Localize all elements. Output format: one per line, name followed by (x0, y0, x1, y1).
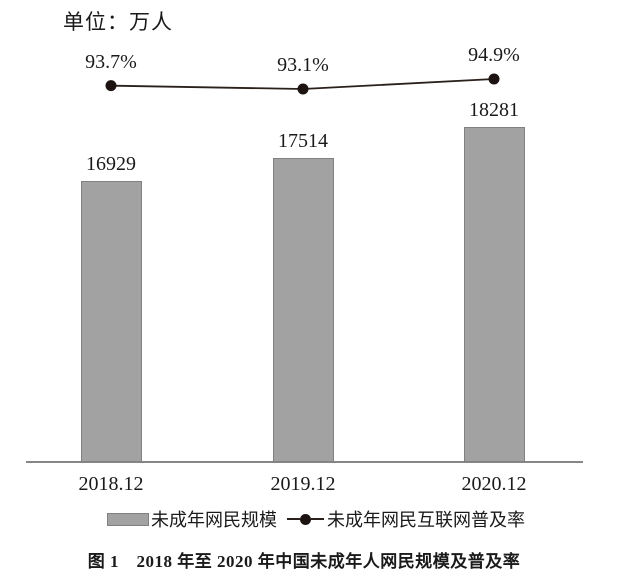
penetration-line (105, 73, 500, 95)
bar (272, 157, 334, 462)
bar (80, 181, 142, 462)
x-axis-label: 2019.12 (270, 473, 336, 495)
legend-bar-swatch-icon (107, 512, 149, 526)
legend-bar-label: 未成年网民规模 (151, 510, 277, 530)
legend-line-segment (287, 518, 300, 520)
x-axis-label: 2018.12 (78, 473, 144, 495)
legend-line-label: 未成年网民互联网普及率 (327, 510, 525, 530)
x-axis-line (26, 461, 583, 463)
line-value-label: 93.7% (85, 50, 137, 73)
legend-line-marker-icon (287, 513, 324, 525)
line-point (105, 80, 117, 92)
legend: 未成年网民规模 未成年网民互联网普及率 (0, 506, 632, 532)
bar-value-label: 18281 (469, 99, 519, 121)
legend-line-segment (311, 518, 324, 520)
line-point (297, 83, 309, 95)
plot-area: 16929 93.7% 2018.12 17514 93.1% 2019.12 18281 9… (26, 44, 583, 495)
line-point (488, 73, 500, 85)
unit-label: 单位：万人 (63, 10, 173, 34)
bar-value-label: 17514 (278, 129, 328, 152)
figure-caption: 图 1 2018 年至 2020 年中国未成年人网民规模及普及率 (87, 552, 521, 571)
bar-value-label: 16929 (86, 153, 136, 175)
line-value-label: 93.1% (277, 54, 329, 76)
line-value-label: 94.9% (468, 44, 520, 66)
x-axis-label: 2020.12 (461, 473, 527, 495)
bar (463, 127, 525, 462)
legend-line-dot (300, 513, 311, 525)
